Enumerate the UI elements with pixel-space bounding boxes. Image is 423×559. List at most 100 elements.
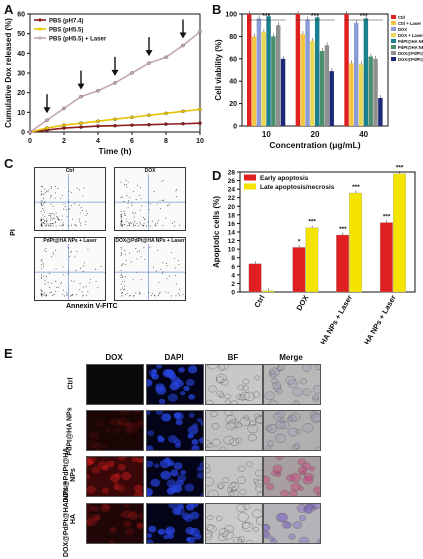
cell-shape xyxy=(180,391,186,396)
micrograph-cells xyxy=(147,365,198,404)
cell-shape xyxy=(200,493,203,496)
cell-shape xyxy=(128,424,139,434)
cell-shape xyxy=(183,385,190,392)
legend-swatch xyxy=(391,57,396,61)
micrograph-cells xyxy=(147,411,203,450)
flow-dot xyxy=(179,288,181,290)
cell-shape xyxy=(242,378,250,385)
micrograph-tile xyxy=(263,456,321,497)
cell-shape xyxy=(236,539,244,543)
flow-dot xyxy=(53,293,55,295)
flow-dot xyxy=(56,286,58,288)
bar xyxy=(300,34,305,126)
flow-dot xyxy=(41,219,43,221)
cell-shape xyxy=(125,429,134,436)
data-point xyxy=(130,71,134,75)
arrow-head xyxy=(77,83,85,90)
cell-shape xyxy=(189,527,200,537)
flow-dot xyxy=(61,224,63,226)
y-axis-label: Cell viability (%) xyxy=(214,39,223,101)
flow-dot xyxy=(124,264,126,266)
cell-shape xyxy=(101,504,109,510)
flow-dot xyxy=(158,282,160,284)
y-tick-label: 10 xyxy=(228,247,236,254)
flow-dot xyxy=(47,189,49,191)
cell-shape xyxy=(269,370,276,375)
flow-dot xyxy=(51,291,52,293)
flow-dot xyxy=(89,282,91,284)
flow-dot xyxy=(160,208,161,210)
flow-dot xyxy=(129,295,131,297)
flow-dot xyxy=(126,293,128,295)
y-tick-label: 50 xyxy=(17,31,25,38)
flow-dot xyxy=(50,195,52,197)
flow-dot xyxy=(179,294,181,296)
cell-shape xyxy=(254,413,262,420)
cell-shape xyxy=(137,369,143,376)
flow-dot xyxy=(54,222,56,224)
data-point xyxy=(164,111,168,116)
legend-label: Ctrl + Laser xyxy=(398,21,422,26)
flow-dot xyxy=(122,275,124,277)
cell-shape xyxy=(243,504,251,510)
flow-dot xyxy=(50,217,52,219)
flow-dot xyxy=(166,263,168,264)
cell-shape xyxy=(147,533,153,539)
cell-shape xyxy=(87,504,95,513)
bar xyxy=(251,36,257,126)
flow-dot xyxy=(151,293,153,295)
y-tick-label: 2 xyxy=(231,281,235,288)
cell-shape xyxy=(249,420,257,427)
cell-shape xyxy=(280,489,290,496)
flow-dot xyxy=(120,181,122,183)
flow-dot xyxy=(51,256,52,258)
panel-letter-d: D xyxy=(212,168,222,183)
flow-dot xyxy=(167,204,169,206)
flow-dot xyxy=(40,224,42,226)
cell-shape xyxy=(206,399,214,404)
flow-dot xyxy=(49,197,51,199)
flow-dot xyxy=(52,217,54,219)
flow-dot xyxy=(62,266,64,268)
cell-shape xyxy=(115,418,125,426)
flow-dot xyxy=(95,281,97,282)
flow-dot xyxy=(59,225,61,227)
cell-shape xyxy=(231,487,237,492)
bar xyxy=(261,31,266,127)
flow-dot xyxy=(47,191,49,193)
data-point xyxy=(45,126,49,130)
data-point xyxy=(79,121,83,125)
flow-dot xyxy=(68,208,70,210)
cell-shape xyxy=(161,413,172,422)
cell-shape xyxy=(188,394,195,400)
data-point xyxy=(79,125,83,129)
cell-shape xyxy=(136,419,143,428)
flow-dot xyxy=(162,273,163,275)
cell-shape xyxy=(220,378,229,386)
flow-dot xyxy=(174,275,176,277)
cell-shape xyxy=(230,482,237,487)
bar xyxy=(310,40,315,126)
flow-dot xyxy=(133,224,135,226)
flow-dot xyxy=(138,291,140,293)
flow-dot xyxy=(46,218,48,220)
x-tick-label: 40 xyxy=(359,130,368,139)
cell-shape xyxy=(292,521,303,529)
cell-shape xyxy=(290,482,302,492)
cell-shape xyxy=(298,466,308,475)
cell-shape xyxy=(187,536,196,543)
panel-letter-e: E xyxy=(4,346,13,361)
flow-dot xyxy=(123,201,125,203)
flow-dot xyxy=(144,219,146,221)
x-tick-label: 4 xyxy=(96,138,100,145)
cell-shape xyxy=(289,489,298,496)
flow-dot xyxy=(40,211,42,212)
cell-shape xyxy=(128,512,138,521)
cell-shape xyxy=(288,533,296,540)
cell-shape xyxy=(150,478,161,487)
flow-dot xyxy=(132,211,134,213)
flow-dot xyxy=(72,294,74,296)
cell-shape xyxy=(134,411,141,415)
flow-dot xyxy=(70,295,72,297)
cell-shape xyxy=(87,374,94,380)
